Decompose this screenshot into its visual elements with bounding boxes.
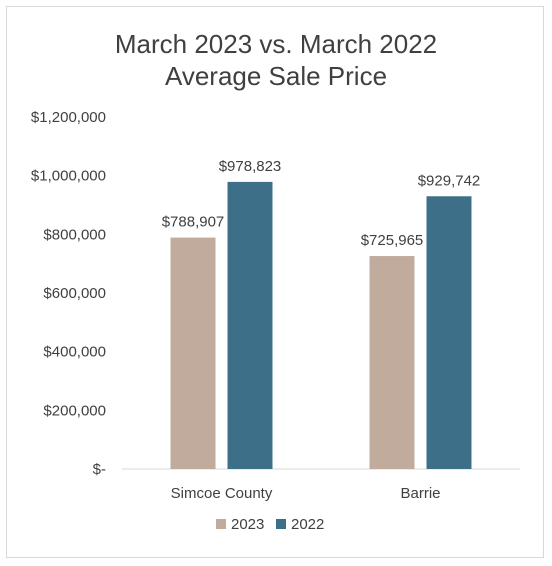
- y-tick-label: $1,000,000: [31, 168, 106, 185]
- bar-2022-simcoe-county: [227, 181, 273, 469]
- legend-label-2022: 2022: [291, 516, 324, 533]
- bar-2022-barrie: [426, 196, 472, 469]
- data-label: $725,965: [361, 232, 424, 249]
- data-label: $788,907: [162, 214, 225, 231]
- bar-2023-barrie: [369, 256, 415, 469]
- legend-swatch-2023: [216, 519, 226, 529]
- chart-title-line-2: Average Sale Price: [165, 61, 387, 91]
- x-axis: Simcoe County Barrie: [171, 485, 441, 502]
- y-tick-label: $1,200,000: [31, 109, 106, 126]
- data-label: $978,823: [219, 158, 282, 175]
- chart-frame: March 2023 vs. March 2022 Average Sale P…: [6, 6, 544, 558]
- y-tick-label: $800,000: [43, 226, 106, 243]
- legend: 2023 2022: [216, 516, 324, 533]
- y-tick-label: $200,000: [43, 402, 106, 419]
- bar-chart: March 2023 vs. March 2022 Average Sale P…: [31, 29, 520, 533]
- bar-2023-simcoe-county: [170, 237, 216, 469]
- bars: $788,907 $978,823 $725,965 $929,742: [162, 158, 481, 469]
- chart-title-line-1: March 2023 vs. March 2022: [115, 29, 437, 59]
- legend-label-2023: 2023: [231, 516, 264, 533]
- x-tick-label: Simcoe County: [171, 485, 273, 502]
- x-tick-label: Barrie: [400, 485, 440, 502]
- y-axis: $- $200,000 $400,000 $600,000 $800,000 $1,000…: [31, 109, 106, 478]
- y-tick-label: $600,000: [43, 285, 106, 302]
- y-tick-label: $400,000: [43, 344, 106, 361]
- data-label: $929,742: [418, 172, 481, 189]
- y-tick-label: $-: [93, 461, 106, 478]
- legend-swatch-2022: [276, 519, 286, 529]
